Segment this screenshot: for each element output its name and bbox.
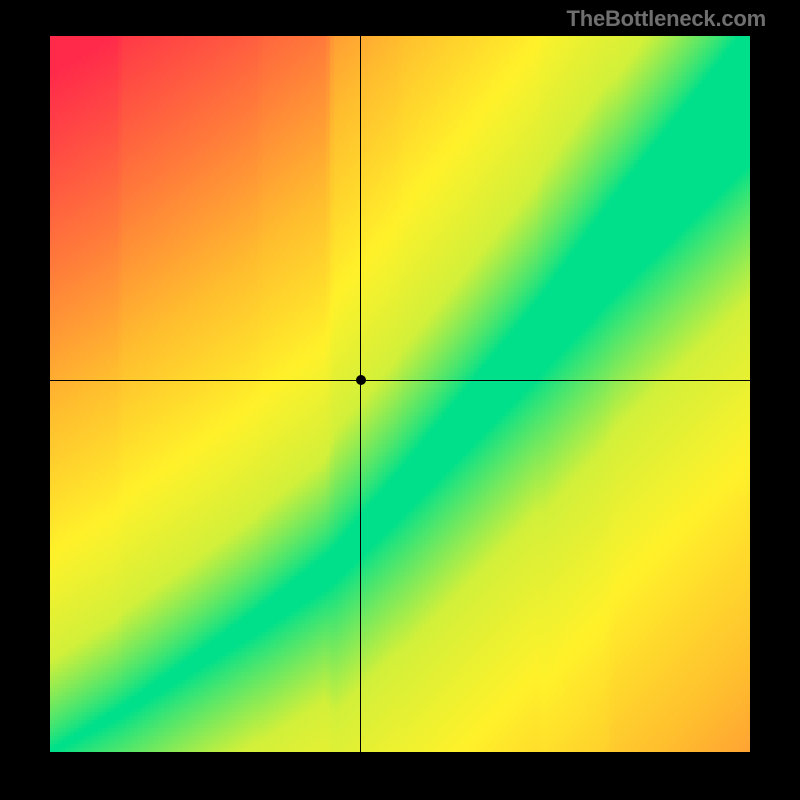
- bottleneck-marker-point: [356, 375, 366, 385]
- crosshair-vertical: [360, 36, 361, 752]
- crosshair-horizontal: [50, 380, 750, 381]
- heatmap-chart: [50, 36, 750, 752]
- heatmap-canvas: [50, 36, 750, 752]
- attribution-text: TheBottleneck.com: [566, 6, 766, 32]
